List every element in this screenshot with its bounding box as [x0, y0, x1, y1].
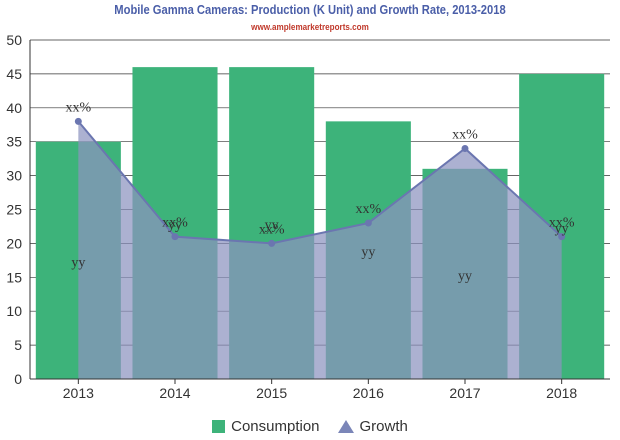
- y-tick-label: 30: [6, 168, 22, 184]
- growth-point: [171, 233, 179, 241]
- growth-point: [268, 239, 276, 247]
- legend-label-consumption: Consumption: [231, 418, 320, 435]
- bar-data-label: yy: [555, 221, 569, 236]
- bar-data-label: yy: [71, 255, 85, 270]
- growth-data-label: xx%: [452, 127, 478, 142]
- y-tick-label: 25: [6, 202, 22, 218]
- growth-line: [77, 120, 563, 245]
- growth-point: [74, 117, 82, 125]
- bar-data-label: yy: [361, 245, 375, 260]
- x-tick-label: 2018: [546, 385, 577, 401]
- growth-data-label: xx%: [259, 222, 285, 237]
- y-tick-label: 35: [6, 134, 22, 150]
- growth-area-fill: [78, 121, 562, 380]
- growth-point: [461, 144, 469, 152]
- legend-label-growth: Growth: [359, 418, 408, 435]
- x-tick-label: 2015: [256, 385, 287, 401]
- bar-data-label: yy: [265, 218, 279, 233]
- bar-data-label: yy: [458, 269, 472, 284]
- axes: 0 5 10 15 20 25 30 35 40 45 50 2013 2014 2015 2016 2017…: [6, 32, 610, 401]
- consumption-square-icon: [212, 420, 226, 433]
- growth-data-label: xx%: [355, 202, 381, 217]
- growth-point: [364, 219, 372, 227]
- x-tick-label: 2013: [63, 385, 94, 401]
- y-tick-label: 15: [6, 269, 22, 285]
- y-tick-label: 50: [6, 32, 22, 48]
- chart-title: Mobile Gamma Cameras: Production (K Unit…: [114, 2, 506, 17]
- growth-data-label: xx%: [65, 100, 91, 115]
- y-tick-label: 40: [6, 100, 22, 116]
- y-tick-label: 20: [6, 235, 22, 251]
- y-tick-label: 5: [14, 337, 22, 353]
- y-tick-label: 45: [6, 66, 22, 82]
- x-tick-label: 2014: [159, 385, 190, 401]
- y-tick-label: 10: [6, 303, 22, 319]
- bar-data-label: yy: [168, 218, 182, 233]
- growth-point: [558, 233, 566, 241]
- chart-subtitle: www.amplemarketreports.com: [251, 22, 369, 32]
- growth-triangle-icon: [337, 420, 354, 433]
- legend-item-consumption[interactable]: Consumption: [212, 418, 320, 435]
- y-tick-label: 0: [14, 371, 22, 387]
- legend-item-growth[interactable]: Growth: [337, 418, 408, 435]
- growth-area: [74, 117, 566, 380]
- x-tick-label: 2016: [353, 385, 384, 401]
- growth-data-label: xx%: [549, 216, 575, 231]
- x-tick-label: 2017: [449, 385, 480, 401]
- growth-data-label: xx%: [162, 216, 188, 231]
- legend: Consumption Growth: [0, 418, 620, 435]
